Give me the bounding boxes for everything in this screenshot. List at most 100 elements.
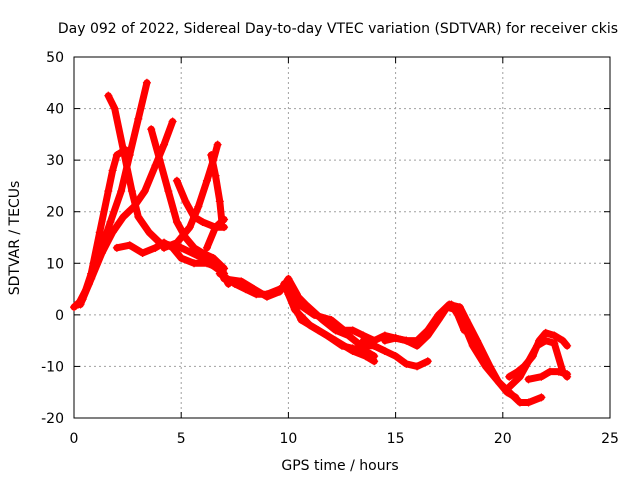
data-point bbox=[108, 228, 117, 237]
data-point bbox=[541, 336, 550, 345]
data-point bbox=[524, 357, 533, 366]
data-point bbox=[380, 346, 389, 355]
data-point bbox=[524, 398, 533, 407]
data-point bbox=[275, 287, 284, 296]
data-point bbox=[348, 326, 357, 335]
data-point bbox=[209, 254, 218, 263]
data-point bbox=[550, 331, 559, 340]
series-line bbox=[104, 92, 228, 278]
plot-frame bbox=[73, 56, 611, 419]
series-track-1 bbox=[70, 145, 130, 312]
data-point bbox=[117, 187, 126, 196]
data-point bbox=[202, 259, 211, 268]
x-tick-label: 5 bbox=[177, 431, 186, 447]
series-track-19 bbox=[447, 300, 469, 335]
data-point bbox=[202, 176, 211, 185]
data-point bbox=[361, 352, 370, 361]
data-point bbox=[172, 238, 181, 247]
data-point bbox=[151, 243, 160, 252]
data-point bbox=[168, 117, 177, 126]
data-point bbox=[160, 243, 169, 252]
y-tick-label: 20 bbox=[46, 205, 64, 221]
data-point bbox=[134, 114, 143, 123]
data-point bbox=[125, 241, 134, 250]
data-point bbox=[537, 372, 546, 381]
data-point bbox=[177, 254, 186, 263]
data-point bbox=[460, 326, 469, 335]
data-point bbox=[515, 398, 524, 407]
data-point bbox=[130, 202, 139, 211]
data-point bbox=[505, 383, 514, 392]
data-point bbox=[494, 377, 503, 386]
data-point bbox=[423, 357, 432, 366]
y-axis-label: SDTVAR / TECUs bbox=[7, 181, 23, 296]
y-tick-label: 0 bbox=[55, 308, 64, 324]
data-point bbox=[145, 228, 154, 237]
data-point bbox=[211, 171, 220, 180]
data-point bbox=[402, 336, 411, 345]
data-point bbox=[155, 156, 164, 165]
data-point bbox=[250, 285, 259, 294]
data-point bbox=[473, 336, 482, 345]
y-tick-label: 10 bbox=[46, 256, 64, 272]
y-tick-label: 50 bbox=[46, 50, 64, 66]
data-point bbox=[453, 310, 462, 319]
data-point bbox=[190, 259, 199, 268]
data-point bbox=[97, 248, 106, 257]
data-point bbox=[138, 248, 147, 257]
data-point bbox=[194, 202, 203, 211]
x-axis-label: GPS time / hours bbox=[281, 458, 398, 474]
data-point bbox=[413, 362, 422, 371]
x-tick-label: 25 bbox=[601, 431, 619, 447]
data-point bbox=[485, 362, 494, 371]
data-point bbox=[211, 223, 220, 232]
y-tick-label: -20 bbox=[41, 411, 64, 427]
series-track-9 bbox=[207, 150, 226, 227]
data-point bbox=[310, 310, 319, 319]
series-track-12 bbox=[220, 274, 301, 301]
data-point bbox=[563, 370, 572, 379]
data-point bbox=[524, 375, 533, 384]
data-point bbox=[87, 274, 96, 283]
data-point bbox=[545, 367, 554, 376]
data-point bbox=[177, 243, 186, 252]
data-point bbox=[297, 316, 306, 325]
data-point bbox=[181, 197, 190, 206]
data-point bbox=[198, 248, 207, 257]
data-point bbox=[423, 326, 432, 335]
x-tick-label: 20 bbox=[494, 431, 512, 447]
data-point bbox=[112, 243, 121, 252]
data-point bbox=[127, 187, 136, 196]
x-tick-label: 0 bbox=[70, 431, 79, 447]
data-point bbox=[198, 218, 207, 227]
series-line bbox=[525, 368, 571, 383]
data-point bbox=[172, 176, 181, 185]
series-track-4 bbox=[76, 117, 177, 309]
data-point bbox=[515, 372, 524, 381]
series-track-22 bbox=[524, 367, 572, 384]
data-point bbox=[340, 326, 349, 335]
data-point bbox=[215, 269, 224, 278]
data-point bbox=[172, 218, 181, 227]
series-track-14 bbox=[284, 290, 379, 366]
y-tick-label: 30 bbox=[46, 153, 64, 169]
data-point bbox=[380, 336, 389, 345]
data-point bbox=[391, 352, 400, 361]
data-point bbox=[213, 140, 222, 149]
data-point bbox=[262, 292, 271, 301]
data-point bbox=[112, 150, 121, 159]
data-point bbox=[185, 223, 194, 232]
chart-title: Day 092 of 2022, Sidereal Day-to-day VTE… bbox=[58, 21, 618, 37]
data-point bbox=[104, 91, 113, 100]
data-point bbox=[558, 336, 567, 345]
data-point bbox=[220, 215, 229, 224]
data-point bbox=[119, 212, 128, 221]
data-point bbox=[160, 140, 169, 149]
data-point bbox=[511, 393, 520, 402]
x-tick-label: 15 bbox=[387, 431, 405, 447]
data-point bbox=[314, 326, 323, 335]
data-point bbox=[190, 212, 199, 221]
data-point bbox=[202, 243, 211, 252]
series-line bbox=[207, 151, 226, 226]
